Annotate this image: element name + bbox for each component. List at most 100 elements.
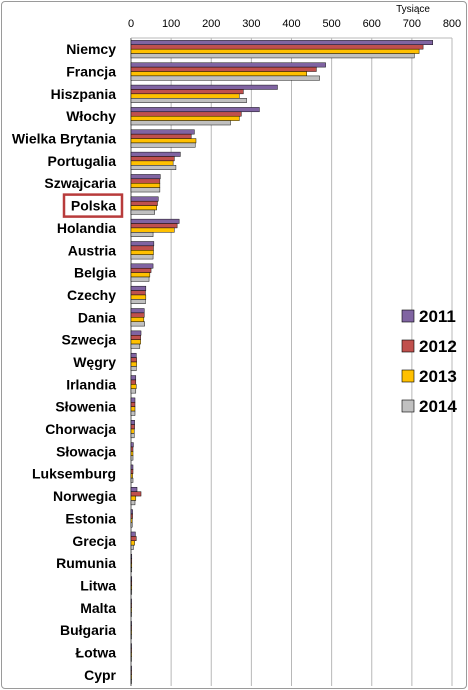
bar-2011 [130,665,132,671]
x-tick-label: 500 [322,18,340,30]
bar-2013 [130,339,141,345]
bar-2014 [130,410,136,416]
bar-2013 [130,138,197,144]
category-label: Norwegia [53,488,116,504]
bar-2014 [130,522,133,528]
category-label: Estonia [65,510,116,526]
legend-label: 2013 [419,367,457,386]
category-label: Wielka Brytania [12,131,116,147]
bar-2013 [130,294,147,300]
bar-2013 [130,406,136,412]
category-label: Rumunia [56,555,116,571]
bar-2012 [130,670,132,676]
bar-2013 [130,540,135,546]
bar-2012 [130,223,178,229]
bar-2012 [130,647,132,653]
bar-2014 [130,299,146,304]
bar-2014 [130,232,154,237]
legend-swatch [401,399,415,413]
bar-2014 [130,53,415,59]
bar-2012 [130,44,424,50]
bar-2012 [130,312,145,318]
bar-2012 [130,580,133,586]
bar-2014 [130,142,196,148]
category-label: Hiszpania [51,86,117,102]
bar-2014 [130,679,132,684]
bar-2012 [130,379,137,385]
x-axis-tick-labels: 0 100 200 300 400 500 600 700 800 [128,18,461,30]
x-tick-label: 300 [242,18,260,30]
x-tick-label: 0 [128,18,134,30]
bar-2014 [130,254,154,260]
legend-label: 2011 [419,307,456,326]
bar-2011 [130,509,133,515]
category-label: Niemcy [66,41,116,57]
bar-2013 [130,585,133,591]
bar-2012 [130,603,132,609]
bar-2011 [130,196,159,202]
bar-2012 [130,357,137,363]
bar-2014 [130,276,150,282]
bar-2012 [130,267,152,273]
bar-2012 [130,625,132,631]
bar-2014 [130,433,135,439]
bar-2012 [130,558,133,564]
legend: 2011 2012 2013 2014 [401,307,457,416]
bar-2011 [130,598,132,604]
x-tick-label: 200 [202,18,220,30]
bar-2012 [130,200,158,206]
category-label: Cypr [84,667,116,683]
legend-swatch [401,339,415,353]
bar-2014 [130,455,134,461]
bar-2011 [130,263,154,269]
category-label: Portugalia [48,153,117,169]
bar-2012 [130,335,141,340]
bar-2013 [130,473,133,479]
category-label: Francja [66,64,116,80]
bar-2013 [130,205,157,211]
bar-2011 [130,84,278,90]
bar-2013 [130,384,137,389]
bar-2013 [130,674,132,680]
bar-2012 [130,491,142,497]
category-label: Słowenia [55,399,116,415]
bar-2011 [130,62,326,68]
bar-2014 [130,634,132,640]
bar-2013 [130,160,174,166]
bar-2011 [130,352,137,358]
bar-2011 [130,442,134,448]
bar-2011 [130,531,136,537]
bar-2011 [130,554,133,559]
category-label: Włochy [66,108,116,124]
bar-2011 [130,621,132,626]
bar-2014 [130,321,145,327]
category-label: Litwa [80,577,116,593]
bar-2011 [130,218,180,224]
bar-2014 [130,75,320,81]
bar-2011 [130,151,181,157]
bar-2013 [130,272,151,278]
bar-2012 [130,245,154,251]
bars [130,40,433,684]
bar-2012 [130,133,192,139]
bar-2013 [130,451,134,457]
bar-2014 [130,656,132,662]
bar-2013 [130,495,137,501]
category-label: Szwajcaria [44,175,116,191]
bar-2011 [130,487,138,492]
bar-2011 [130,330,142,336]
bar-2012 [130,402,136,407]
bar-2013 [130,227,175,233]
bar-2012 [130,446,134,452]
legend-label: 2014 [419,397,457,416]
category-label: Czechy [67,287,116,303]
bar-2014 [130,477,134,483]
bar-2011 [130,375,137,381]
bar-2011 [130,107,260,113]
highlight-box [62,193,124,218]
category-label: Dania [78,309,116,325]
bar-2014 [130,187,161,193]
bar-2014 [130,611,132,617]
bar-2012 [130,469,134,474]
